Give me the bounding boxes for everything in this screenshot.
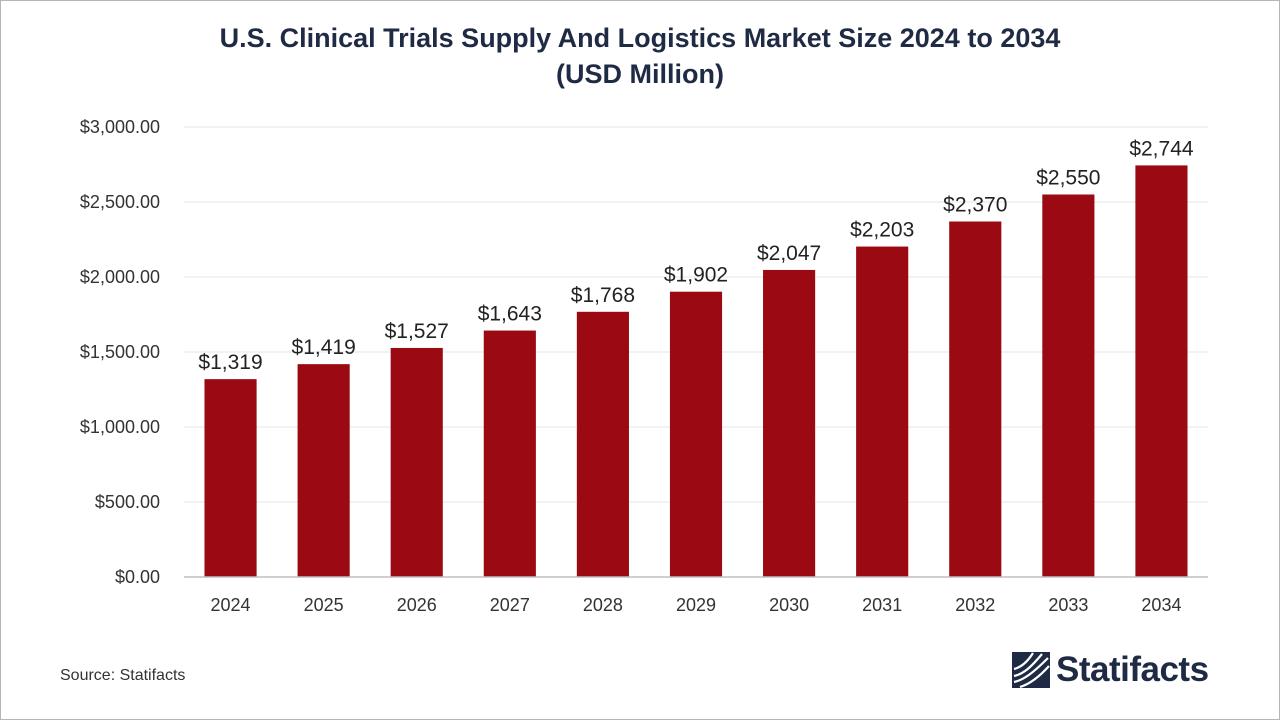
brand-name: Statifacts	[1056, 650, 1209, 689]
data-label: $1,419	[292, 336, 356, 359]
x-tick-label: 2029	[676, 595, 716, 615]
x-tick-label: 2027	[490, 595, 530, 615]
bar-2027	[483, 330, 536, 577]
data-label: $1,319	[198, 351, 262, 374]
data-label: $2,203	[850, 219, 914, 242]
x-tick-label: 2034	[1141, 595, 1181, 615]
x-tick-label: 2031	[862, 595, 902, 615]
bar-2026	[390, 347, 443, 577]
x-tick-label: 2024	[211, 595, 251, 615]
data-label: $2,744	[1129, 137, 1194, 160]
statifacts-logo-icon	[1012, 652, 1050, 688]
brand-logo: Statifacts	[1012, 650, 1209, 690]
x-axis-tick-labels: 2024 2025 2026 2027 2028 2029 2030 2031 2032 2033…	[211, 595, 1182, 615]
chart-title-line-2: (USD Million)	[556, 59, 724, 89]
data-label: $2,550	[1036, 167, 1100, 190]
bar-2028	[576, 311, 629, 577]
x-tick-label: 2030	[769, 595, 809, 615]
data-label: $1,643	[478, 303, 542, 326]
x-tick-label: 2026	[397, 595, 437, 615]
y-tick-label: $0.00	[115, 567, 160, 587]
x-tick-label: 2028	[583, 595, 623, 615]
bars	[204, 165, 1188, 578]
data-labels: $1,319 $1,419 $1,527 $1,643 $1,768 $1,902 $2,0…	[198, 137, 1193, 374]
y-axis-tick-labels: $0.00 $500.00 $1,000.00 $1,500.00 $2,000.00 $…	[80, 117, 160, 587]
bar-2032	[949, 221, 1002, 577]
data-label: $2,370	[943, 194, 1007, 217]
bar-2030	[763, 269, 816, 577]
bar-2033	[1042, 194, 1095, 577]
x-tick-label: 2032	[955, 595, 995, 615]
data-label: $1,527	[385, 320, 449, 343]
bar-2024	[204, 379, 257, 577]
y-tick-label: $500.00	[95, 492, 160, 512]
chart-title: U.S. Clinical Trials Supply And Logistic…	[0, 20, 1280, 92]
bar-2031	[856, 246, 909, 578]
y-tick-label: $1,000.00	[80, 417, 160, 437]
source-note: Source: Statifacts	[60, 667, 186, 684]
y-tick-label: $2,000.00	[80, 267, 160, 287]
data-label: $2,047	[757, 242, 821, 265]
y-tick-label: $3,000.00	[80, 117, 160, 137]
bar-2034	[1135, 165, 1188, 577]
y-tick-label: $2,500.00	[80, 192, 160, 212]
data-label: $1,768	[571, 284, 635, 307]
y-tick-label: $1,500.00	[80, 342, 160, 362]
bar-2029	[669, 291, 723, 577]
chart-title-line-1: U.S. Clinical Trials Supply And Logistic…	[219, 23, 1061, 53]
bar-2025	[297, 364, 350, 577]
x-tick-label: 2033	[1048, 595, 1088, 615]
x-tick-label: 2025	[304, 595, 344, 615]
data-label: $1,902	[664, 264, 728, 287]
